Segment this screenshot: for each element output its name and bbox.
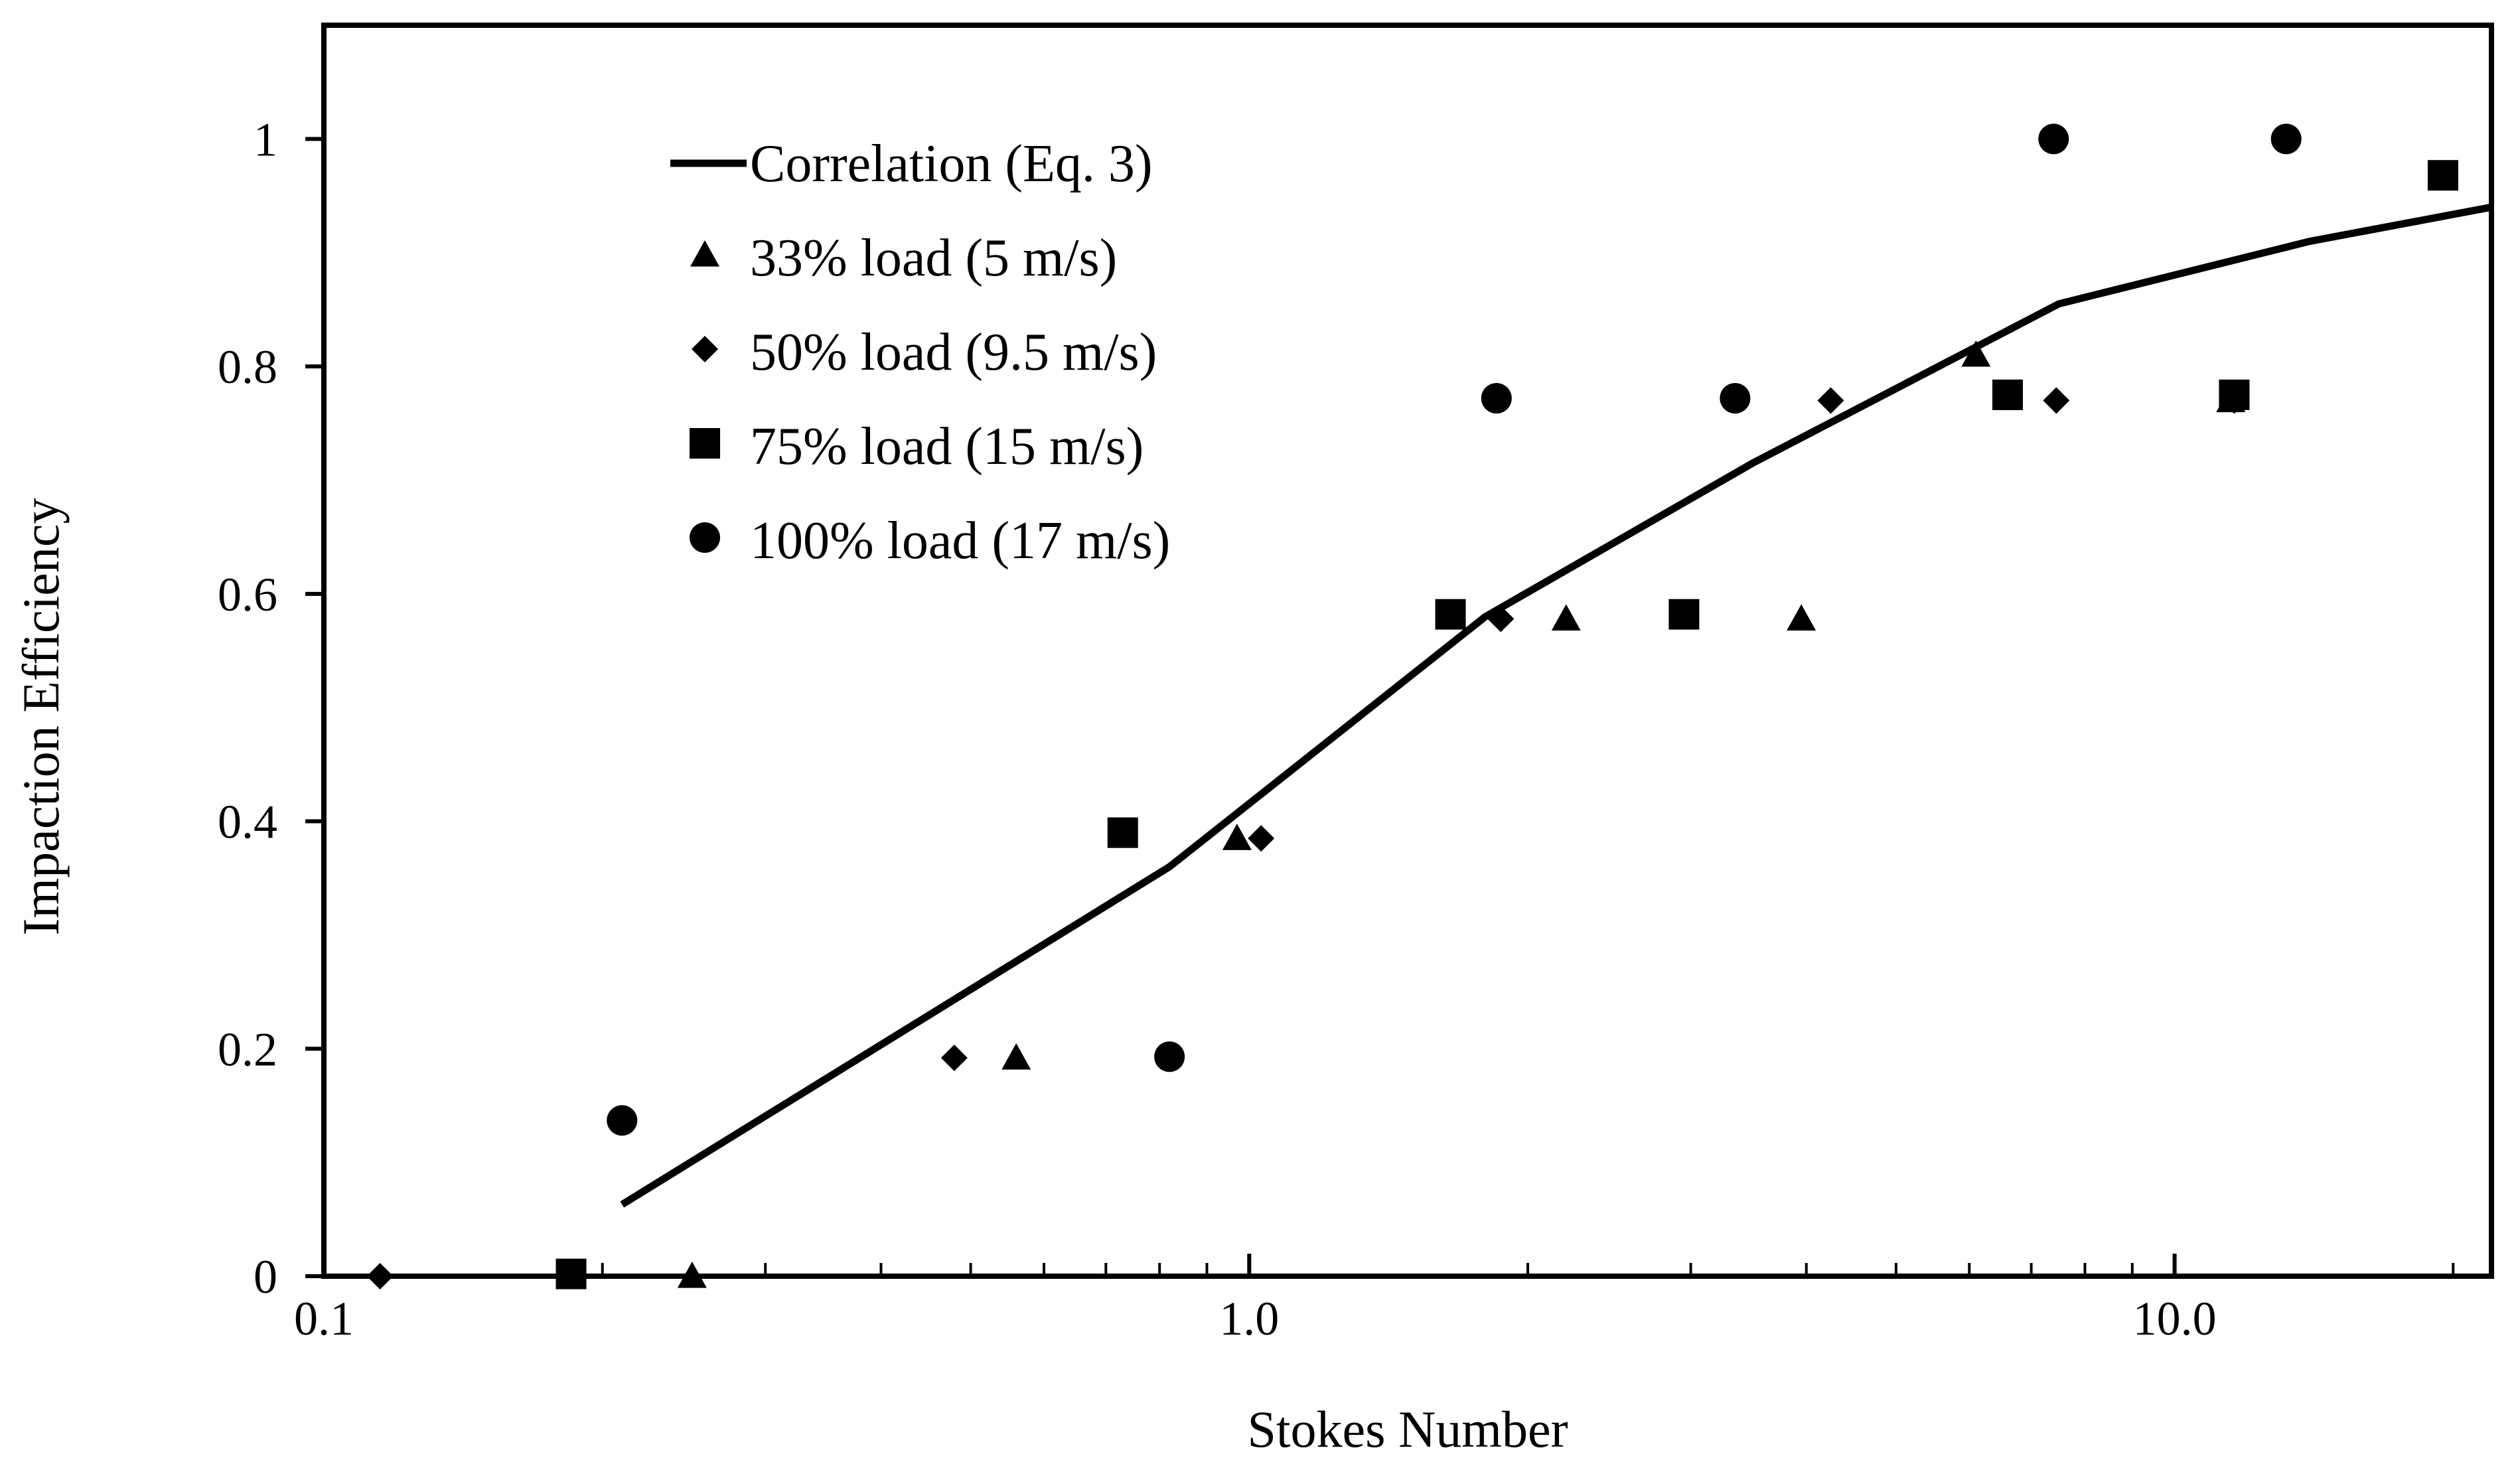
data-point-diamond [1817,387,1844,414]
y-axis-title: Impaction Efficiency [12,498,70,935]
series-layer [366,123,2493,1289]
legend: Correlation (Eq. 3) 33% load (5 m/s) 50% l… [670,135,1170,570]
x-axis-ticks: 0.1 1.0 10.0 [294,1254,2455,1345]
data-point-diamond [1487,605,1515,632]
data-point-diamond [2043,387,2070,414]
data-point-square [1107,817,1138,848]
y-tick-label: 1 [254,113,277,166]
y-tick-label: 0.8 [218,340,277,394]
legend-label: 50% load (9.5 m/s) [750,323,1157,382]
legend-label: Correlation (Eq. 3) [750,135,1152,193]
data-point-triangle [1787,604,1816,631]
y-tick-label: 0.4 [218,796,277,849]
data-point-triangle [677,1262,707,1288]
data-point-triangle [1001,1043,1031,1070]
data-point-square [2219,379,2250,410]
data-point-circle [2038,123,2069,155]
legend-label: 33% load (5 m/s) [750,229,1117,287]
x-tick-label: 0.1 [294,1292,354,1345]
data-point-circle [2270,123,2302,155]
legend-marker-square [690,428,720,459]
legend-label: 75% load (15 m/s) [750,417,1144,476]
data-point-square [1435,599,1466,630]
data-point-triangle [1222,824,1252,850]
y-axis-ticks: 0 0.2 0.4 0.6 0.8 1 [218,113,324,1303]
correlation-line [620,203,2493,1208]
x-tick-label: 1.0 [1219,1292,1279,1345]
data-point-circle [1720,383,1751,414]
data-point-triangle [1961,340,1991,367]
data-point-circle [1154,1041,1185,1072]
data-point-circle [1481,383,1512,414]
y-tick-label: 0.2 [218,1023,277,1076]
data-point-square [556,1258,587,1289]
data-point-diamond [940,1044,968,1071]
legend-marker-diamond [692,336,718,362]
x-axis-title: Stokes Number [1247,1400,1568,1458]
legend-marker-circle [690,522,720,553]
legend-label: 100% load (17 m/s) [750,512,1170,570]
data-point-triangle [1551,604,1581,631]
data-point-square [2427,160,2458,191]
data-point-square [1668,599,1700,630]
data-point-diamond [366,1263,394,1289]
data-point-square [1992,379,2023,410]
data-point-diamond [1248,825,1275,852]
legend-marker-triangle [690,240,719,267]
data-point-circle [607,1105,638,1136]
plot-frame [321,23,2494,1279]
y-tick-label: 0.6 [218,568,277,621]
y-tick-label: 0 [254,1250,277,1303]
x-tick-label: 10.0 [2133,1292,2217,1345]
